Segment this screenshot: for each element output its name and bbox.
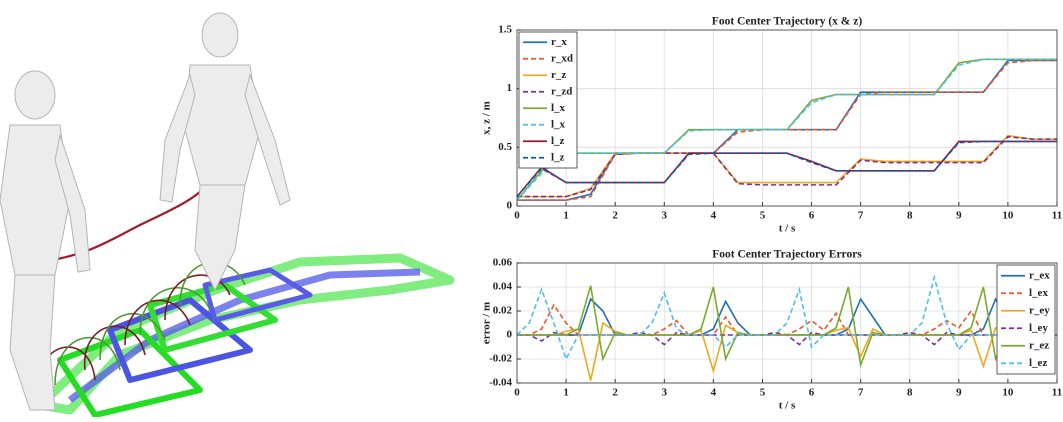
plot-area [517,263,1057,383]
x-tick-label: 10 [1002,210,1014,222]
legend-label: r_x [551,36,567,48]
x-tick-label: 5 [760,210,766,222]
x-tick-label: 0 [514,210,520,222]
x-tick-label: 6 [809,387,815,399]
y-tick-label: -0.04 [489,377,512,389]
footstep-paths [35,253,455,418]
legend-label: r_ez [1029,339,1049,351]
x-tick-label: 3 [662,210,668,222]
legend-box [518,31,578,169]
x-axis-label: t / s [779,400,796,412]
x-tick-label: 9 [956,387,962,399]
x-tick-label: 4 [711,387,717,399]
x-tick-label: 9 [956,210,962,222]
legend: r_x r_xd r_z r_zd l_x l_x l_z l_z [518,31,578,169]
axes-frame [516,29,1058,207]
x-tick-label: 3 [662,387,668,399]
series-line [517,59,1057,201]
series-line [516,58,1057,201]
x-tick-label: 1 [563,387,569,399]
legend-label: l_z [551,135,565,147]
x-tick-label: 8 [907,210,913,222]
series-line [517,135,1057,198]
series-line [516,274,1057,362]
y-tick-label: 0.5 [498,141,512,153]
legend-label: l_ez [1029,357,1047,369]
legend-label: l_ex [1029,287,1048,299]
y-tick-label: 0.06 [493,257,513,269]
x-tick-label: 0 [514,387,520,399]
robot-illustration [0,12,455,418]
robot-left [0,70,91,411]
legend-label: l_z [551,151,565,163]
chart: 0 1 2 3 4 5 6 7 8 9 10 11 0 0.5 1 1.5 Foot Center Trajec… [481,16,1063,235]
legend-label: l_x [551,118,566,130]
x-tick-label: 6 [809,210,815,222]
y-tick-label: 0 [507,329,513,341]
axes-frame [516,262,1058,384]
x-tick-label: 1 [563,210,569,222]
legend-label: r_xd [551,52,573,64]
x-tick-label: 10 [1002,387,1014,399]
y-tick-label: 1 [507,82,513,94]
legend-label: r_zd [551,85,572,97]
legend-label: r_ey [1029,304,1050,316]
plot-area [517,30,1057,206]
series-line [517,285,1057,369]
legend: r_ex l_ex r_ey l_ey r_ez l_ez [996,264,1056,375]
x-tick-label: 2 [612,210,618,222]
x-tick-label: 2 [612,387,618,399]
chart-title: Foot Center Trajectory (x & z) [712,16,863,28]
robot-right [159,12,291,292]
x-tick-label: 8 [907,387,913,399]
legend-label: l_ey [1029,322,1048,334]
legend-label: l_x [551,102,566,114]
x-tick-label: 11 [1052,210,1062,222]
legend-label: r_ex [1029,269,1050,281]
chart-title: Foot Center Trajectory Errors [712,249,862,261]
legend-label: r_z [551,69,566,81]
y-axis-label: x, z / m [481,101,493,135]
y-tick-label: 1.5 [498,24,512,36]
y-tick-label: 0.02 [493,305,513,317]
y-tick-label: -0.02 [489,353,512,365]
y-tick-label: 0 [507,200,513,212]
y-axis-label: error / m [481,302,493,344]
x-tick-label: 7 [858,210,864,222]
series-line [516,140,1057,198]
swing-arcs [39,261,246,391]
y-tick-label: 0.04 [493,281,513,293]
x-tick-label: 11 [1052,387,1062,399]
x-tick-label: 4 [711,210,717,222]
legend-box [996,264,1056,375]
x-axis-label: t / s [779,223,796,235]
x-tick-label: 7 [858,387,864,399]
chart: 0 1 2 3 4 5 6 7 8 9 10 11 -0.04 -0.02 0 0.02 0.04 0.06 Foo… [481,249,1063,412]
x-tick-label: 5 [760,387,766,399]
